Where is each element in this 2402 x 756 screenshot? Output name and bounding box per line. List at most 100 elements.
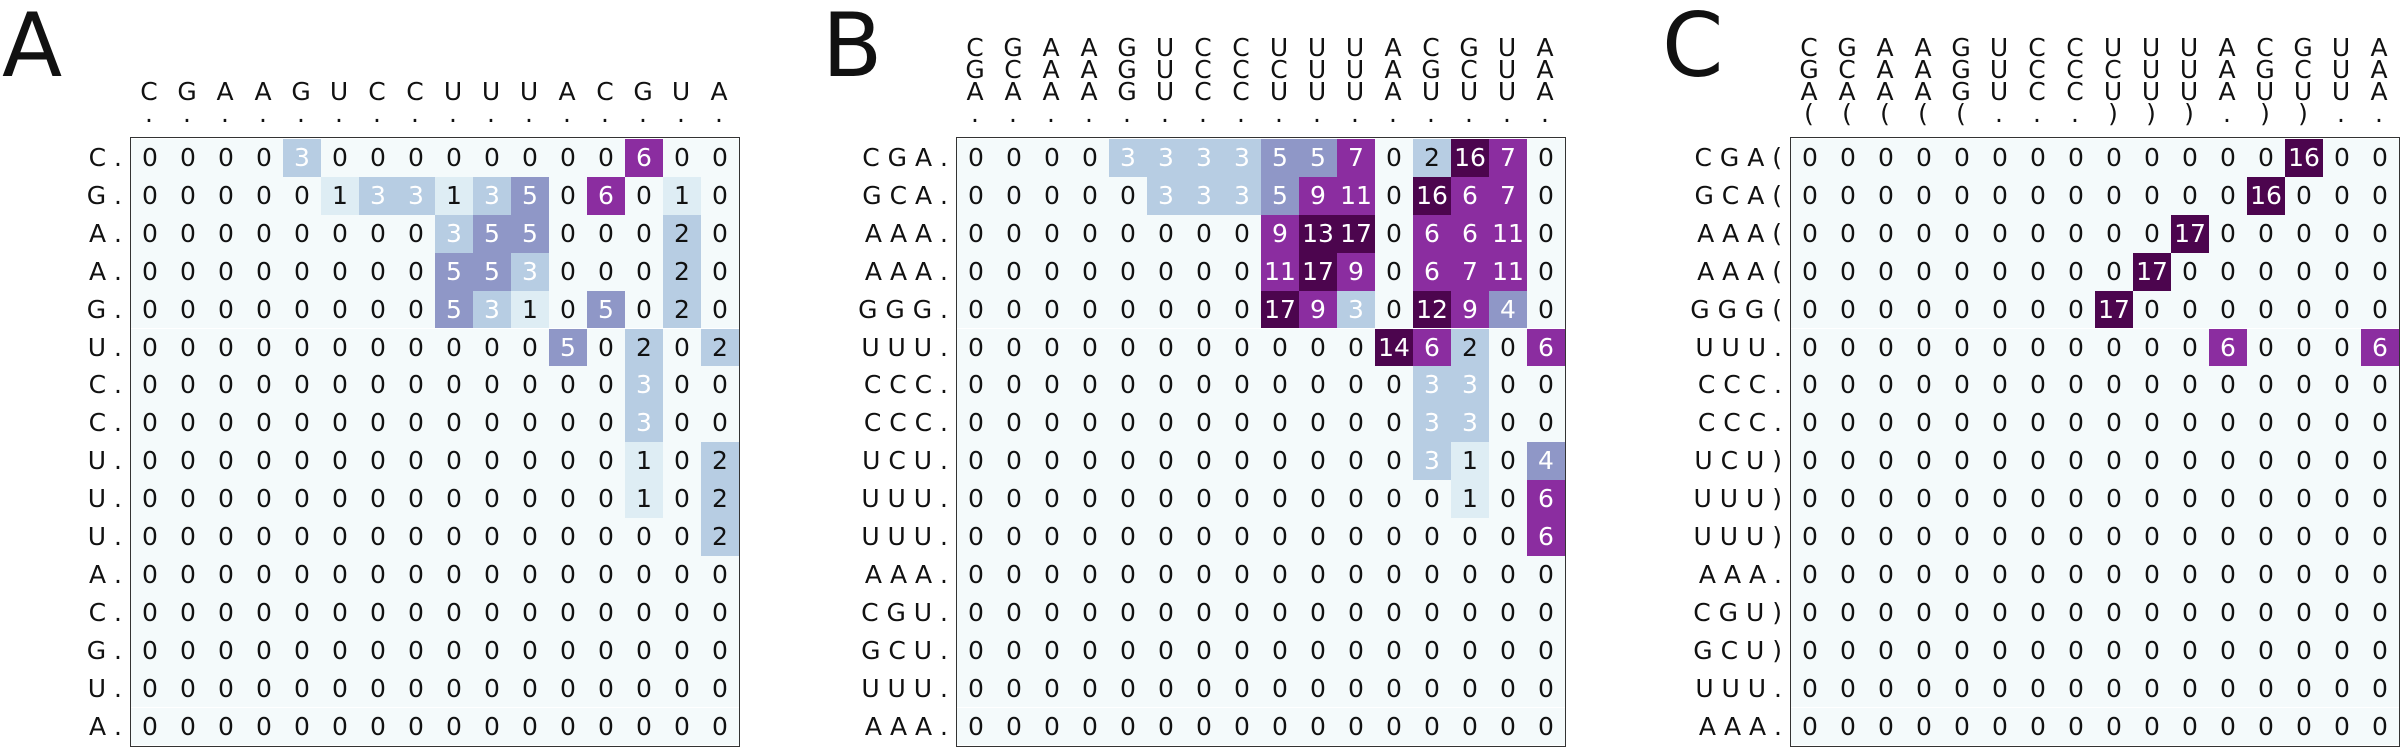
matrix-cell: 0 — [2247, 593, 2285, 632]
matrix-cell: 0 — [2133, 555, 2171, 594]
matrix-cell: 17 — [1299, 252, 1337, 291]
matrix-cell: 0 — [2361, 518, 2399, 556]
row-label: U C U . — [862, 446, 948, 476]
matrix-cell: 0 — [2133, 669, 2171, 708]
matrix-cell: 3 — [1223, 176, 1261, 215]
column-header-char: U — [2331, 77, 2351, 106]
matrix-cell: 0 — [473, 442, 511, 481]
matrix-cell: 0 — [245, 555, 283, 594]
matrix-cell: 0 — [1905, 480, 1943, 518]
matrix-cell: 0 — [587, 480, 625, 518]
matrix-cell: 2 — [1451, 328, 1489, 367]
matrix-cell: 0 — [1489, 555, 1527, 594]
matrix-cell: 0 — [2285, 480, 2323, 518]
matrix-cell: 0 — [587, 593, 625, 632]
matrix-cell: 0 — [2095, 480, 2133, 518]
matrix-cell: 0 — [1981, 518, 2019, 556]
matrix-cell: 0 — [1413, 518, 1451, 556]
matrix-cell: 0 — [1261, 669, 1299, 708]
matrix-cell: 0 — [1033, 442, 1071, 481]
matrix-cell: 0 — [1829, 290, 1867, 329]
row-label: U . — [87, 484, 122, 514]
matrix-cell: 11 — [1489, 214, 1527, 253]
matrix-cell: 0 — [1489, 328, 1527, 367]
matrix-cell: 0 — [1829, 404, 1867, 443]
matrix-cell: 3 — [359, 176, 397, 215]
matrix-cell: 3 — [1413, 366, 1451, 405]
matrix-cell: 0 — [549, 404, 587, 443]
row-label: A A A . — [864, 256, 948, 286]
column-header-char: U — [1307, 55, 1327, 84]
matrix-cell: 0 — [549, 518, 587, 556]
matrix-cell: 0 — [2209, 707, 2247, 746]
matrix-cell: 0 — [1905, 252, 1943, 291]
matrix-cell: 0 — [2247, 442, 2285, 481]
matrix-cell: 0 — [1375, 290, 1413, 329]
matrix-cell: 0 — [321, 707, 359, 746]
row-label: A . — [89, 218, 122, 248]
matrix-cell: 0 — [435, 328, 473, 367]
matrix-cell: 0 — [1071, 214, 1109, 253]
matrix-cell: 0 — [2361, 252, 2399, 291]
matrix-cell: 5 — [435, 252, 473, 291]
matrix-cell: 0 — [245, 176, 283, 215]
matrix-cell: 0 — [1905, 593, 1943, 632]
column-header-char: U — [1155, 55, 1175, 84]
matrix-cell: 0 — [2133, 366, 2171, 405]
matrix-cell: 0 — [1527, 404, 1565, 443]
matrix-cell: 0 — [2133, 328, 2171, 367]
matrix-cell: 0 — [1489, 593, 1527, 632]
matrix-cell: 0 — [321, 139, 359, 177]
matrix-cell: 0 — [1223, 290, 1261, 329]
column-header-char: . — [183, 99, 191, 128]
matrix-cell: 0 — [359, 555, 397, 594]
matrix-cell: 0 — [1867, 328, 1905, 367]
column-header-char: U — [1345, 33, 1365, 62]
matrix-cell: 0 — [2247, 366, 2285, 405]
column-header-char: U — [1497, 33, 1517, 62]
matrix-cell: 0 — [2285, 442, 2323, 481]
matrix-cell: 0 — [1109, 252, 1147, 291]
column-header-char: . — [601, 99, 609, 128]
column-header-char: . — [335, 99, 343, 128]
row-label: U U U . — [1695, 332, 1782, 362]
matrix-cell: 0 — [957, 252, 995, 291]
matrix-cell: 16 — [1413, 176, 1451, 215]
matrix-cell: 0 — [1033, 139, 1071, 177]
matrix-cell: 0 — [2209, 176, 2247, 215]
matrix-cell: 0 — [1905, 290, 1943, 329]
matrix-cell: 0 — [511, 518, 549, 556]
matrix-cell: 0 — [587, 366, 625, 405]
matrix-cell: 0 — [1413, 707, 1451, 746]
matrix-cell: 0 — [1791, 669, 1829, 708]
matrix-cell: 0 — [1299, 669, 1337, 708]
matrix-cell: 0 — [131, 518, 169, 556]
row-label: G G G ( — [1690, 294, 1782, 324]
matrix-cell: 2 — [663, 214, 701, 253]
matrix-cell: 0 — [1261, 593, 1299, 632]
matrix-cell: 0 — [1527, 631, 1565, 670]
column-header-char: . — [1313, 99, 1321, 128]
matrix-cell: 0 — [397, 290, 435, 329]
matrix-cell: 0 — [397, 252, 435, 291]
matrix-cell: 0 — [2361, 176, 2399, 215]
row-label: U . — [87, 446, 122, 476]
matrix-cell: 0 — [1299, 555, 1337, 594]
matrix-cell: 0 — [549, 593, 587, 632]
matrix-cell: 0 — [2095, 518, 2133, 556]
matrix-cell: 0 — [1867, 707, 1905, 746]
matrix-cell: 0 — [1489, 669, 1527, 708]
matrix-cell: 0 — [1299, 328, 1337, 367]
matrix-cell: 16 — [2285, 139, 2323, 177]
matrix-cell: 0 — [1981, 555, 2019, 594]
row-label: A . — [89, 256, 122, 286]
matrix-cell: 0 — [1337, 404, 1375, 443]
matrix-cell: 0 — [435, 555, 473, 594]
matrix-cell: 0 — [1527, 555, 1565, 594]
column-header-char: . — [2337, 99, 2345, 128]
matrix-cell: 0 — [1033, 290, 1071, 329]
matrix-cell: 0 — [2361, 480, 2399, 518]
row-label: C C C . — [863, 370, 948, 400]
row-label: U U U . — [1695, 673, 1782, 703]
matrix-cell: 0 — [2361, 214, 2399, 253]
